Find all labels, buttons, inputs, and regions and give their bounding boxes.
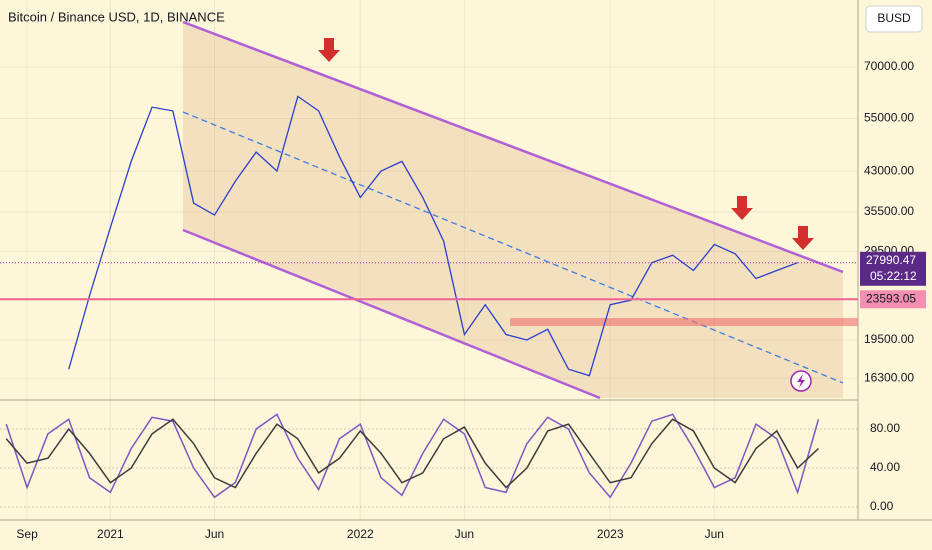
x-tick-label: Jun xyxy=(205,527,224,541)
series-line xyxy=(5,418,819,489)
y-tick-label: 70000.00 xyxy=(864,59,914,73)
last-price-label: 27990.47 xyxy=(866,253,916,267)
y-tick-label: 35500.00 xyxy=(864,204,914,218)
arrows xyxy=(318,38,814,250)
y-tick-label: 0.00 xyxy=(870,499,894,513)
y-tick-label: 16300.00 xyxy=(864,370,914,384)
resistance-zone xyxy=(510,318,858,326)
channel-mid xyxy=(182,111,844,384)
level-box xyxy=(860,290,926,309)
last-price-box xyxy=(860,251,926,286)
arrow xyxy=(731,196,753,220)
arrow xyxy=(792,226,814,250)
x-tick-label: Jun xyxy=(455,527,474,541)
lightning-icon xyxy=(797,374,805,388)
channel-lower xyxy=(182,228,601,400)
y-tick-label: 43000.00 xyxy=(864,163,914,177)
currency-label: BUSD xyxy=(877,11,911,25)
x-tick-label: Jun xyxy=(705,527,724,541)
x-tick-label: 2022 xyxy=(347,527,374,541)
arrow xyxy=(318,38,340,62)
y-tick-label: 19500.00 xyxy=(864,332,914,346)
price-line xyxy=(68,95,798,377)
countdown: 05:22:12 xyxy=(870,269,917,283)
currency-button[interactable] xyxy=(865,5,923,33)
y-tick-label: 55000.00 xyxy=(864,111,914,125)
y-tick-label: 40.00 xyxy=(870,460,900,474)
x-tick-label: 2021 xyxy=(97,527,124,541)
level-label: 23593.05 xyxy=(866,291,916,305)
series-line xyxy=(5,413,820,499)
chart-title: Bitcoin / Binance USD, 1D, BINANCE xyxy=(8,9,225,24)
x-tick-label: 2023 xyxy=(597,527,624,541)
x-tick-label: Sep xyxy=(16,527,38,541)
channel-fill xyxy=(183,22,843,398)
y-tick-label: 80.00 xyxy=(870,421,900,435)
channel-upper xyxy=(182,20,844,274)
